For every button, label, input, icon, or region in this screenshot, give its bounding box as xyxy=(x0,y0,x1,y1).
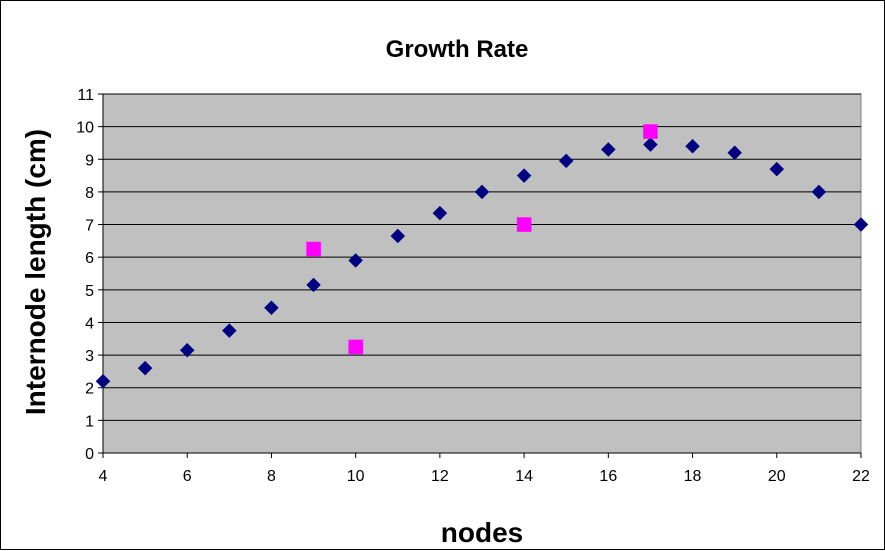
data-point-diamond xyxy=(685,138,700,154)
x-tick-label: 18 xyxy=(684,468,702,485)
y-tick-label: 0 xyxy=(85,446,94,463)
y-tick-label: 3 xyxy=(85,348,94,365)
data-point-diamond xyxy=(179,342,195,358)
plot-area xyxy=(102,93,862,454)
data-point-diamond xyxy=(811,184,827,200)
x-tick-label: 12 xyxy=(431,468,449,485)
data-point-diamond xyxy=(390,228,406,244)
data-point-diamond xyxy=(474,184,490,200)
data-point-diamond xyxy=(432,205,448,221)
data-point-diamond xyxy=(137,360,153,376)
data-point-diamond xyxy=(221,323,237,338)
data-series xyxy=(95,124,869,389)
data-point-square xyxy=(306,241,321,257)
data-point-diamond xyxy=(643,137,658,152)
data-point-diamond xyxy=(600,142,616,157)
x-tick-label: 16 xyxy=(599,468,617,485)
series-1 xyxy=(95,137,869,389)
data-point-diamond xyxy=(769,161,785,177)
data-point-diamond xyxy=(348,253,364,268)
data-point-diamond xyxy=(727,145,743,161)
y-tick-label: 5 xyxy=(85,283,94,300)
data-point-diamond xyxy=(264,300,279,316)
data-point-square xyxy=(516,217,532,232)
data-point-square xyxy=(643,124,658,139)
x-tick-label: 8 xyxy=(267,468,276,485)
data-point-diamond xyxy=(95,373,111,389)
data-point-square xyxy=(348,339,363,355)
y-tick-label: 1 xyxy=(85,413,94,430)
x-axis-ticks: 4 6 8 10 12 14 16 18 20 22 xyxy=(99,453,870,485)
y-tick-label: 6 xyxy=(85,250,94,267)
gridlines xyxy=(103,93,861,421)
y-tick-label: 10 xyxy=(76,120,94,137)
y-tick-label: 7 xyxy=(85,218,94,235)
data-point-diamond xyxy=(306,277,321,293)
data-point-diamond xyxy=(558,153,574,169)
y-tick-label: 4 xyxy=(85,315,94,332)
series-2 xyxy=(306,124,658,355)
x-tick-label: 14 xyxy=(515,468,533,485)
x-tick-label: 10 xyxy=(347,468,365,485)
x-tick-label: 22 xyxy=(852,468,870,485)
y-axis-ticks: 0 1 2 3 4 5 6 7 8 9 10 11 xyxy=(76,87,103,463)
x-tick-label: 4 xyxy=(99,468,108,485)
x-tick-label: 20 xyxy=(768,468,786,485)
data-point-diamond xyxy=(516,168,532,183)
x-axis-title: nodes xyxy=(441,517,523,548)
axes xyxy=(102,94,861,454)
y-tick-label: 8 xyxy=(85,185,94,202)
y-tick-label: 9 xyxy=(85,152,94,169)
data-point-diamond xyxy=(853,217,869,232)
x-tick-label: 6 xyxy=(183,468,192,485)
y-tick-label: 2 xyxy=(85,381,94,398)
y-tick-label: 11 xyxy=(77,87,94,104)
chart-title: Growth Rate xyxy=(386,36,529,63)
y-axis-title: Internode length (cm) xyxy=(20,129,51,415)
